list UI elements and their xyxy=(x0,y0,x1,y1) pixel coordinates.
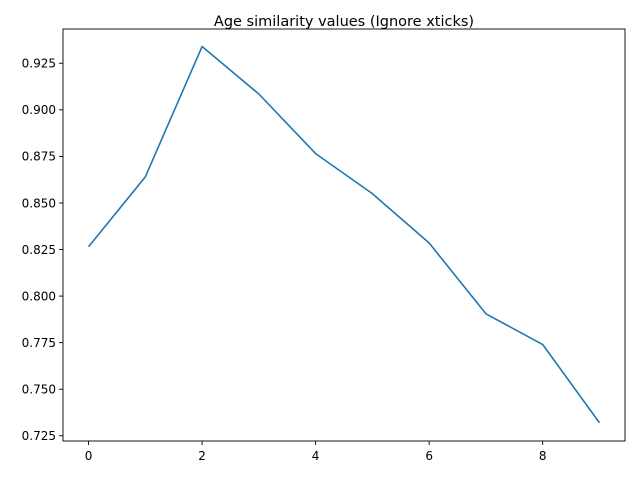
y-tick-label: 0.775 xyxy=(22,336,56,350)
x-tick-label: 6 xyxy=(425,449,433,463)
y-tick-label: 0.750 xyxy=(22,383,56,397)
x-tick-label: 8 xyxy=(539,449,547,463)
y-tick-label: 0.875 xyxy=(22,150,56,164)
y-tick-label: 0.925 xyxy=(22,57,56,71)
y-tick-label: 0.725 xyxy=(22,429,56,443)
y-tick-label: 0.825 xyxy=(22,243,56,257)
series-layer xyxy=(87,45,601,424)
y-axis: 0.725 0.750 0.775 0.800 0.825 0.850 0.875 0.900… xyxy=(22,57,63,443)
x-axis: 0 2 4 6 8 xyxy=(85,441,547,463)
y-tick-label: 0.900 xyxy=(22,103,56,117)
y-tick-label: 0.850 xyxy=(22,196,56,210)
x-tick-label: 4 xyxy=(312,449,320,463)
x-tick-label: 0 xyxy=(85,449,93,463)
y-tick-label: 0.800 xyxy=(22,289,56,303)
x-tick-label: 2 xyxy=(198,449,206,463)
chart-title: Age similarity values (Ignore xticks) xyxy=(214,14,474,30)
series-line xyxy=(87,45,601,424)
plot-area-frame xyxy=(62,28,626,442)
